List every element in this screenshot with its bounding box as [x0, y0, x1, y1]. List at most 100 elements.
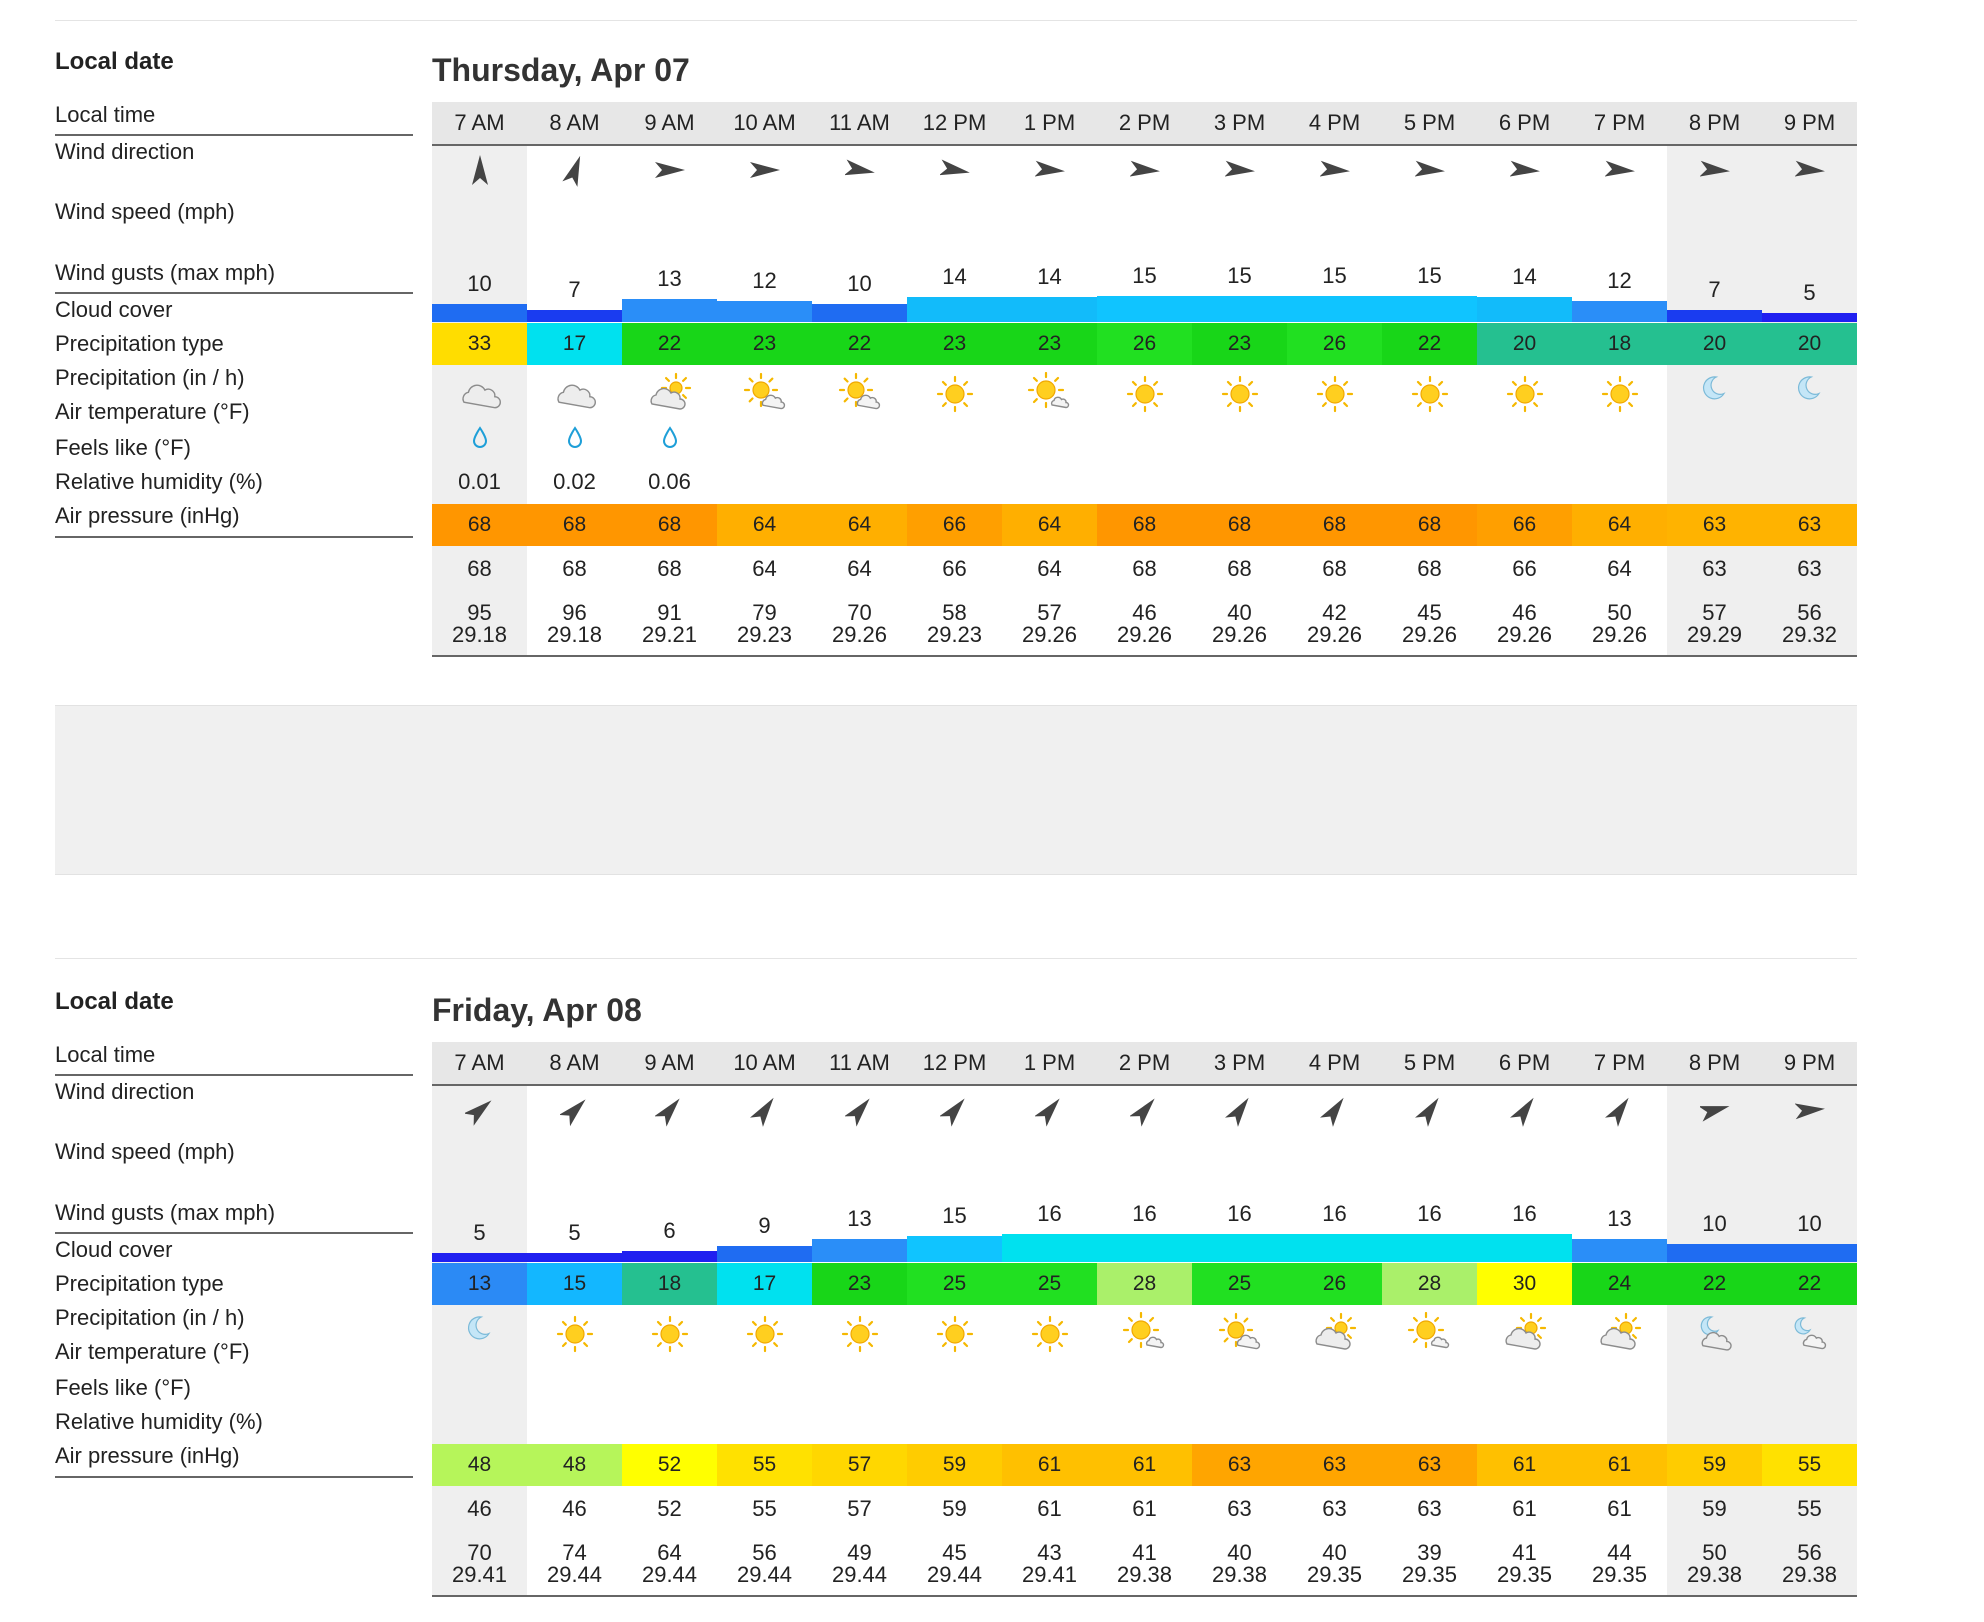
humidity-cell: 56 [1797, 600, 1822, 625]
feels-like-cell: 46 [467, 1496, 492, 1521]
wind-speed-value: 5 [568, 1220, 581, 1245]
precip-label: Precipitation (in / h) [55, 365, 245, 390]
precipitation-type-cell [1192, 420, 1287, 458]
wind-speed-bar [1572, 301, 1667, 322]
top-rule [55, 20, 1857, 21]
wind-direction-arrow-icon [1097, 152, 1192, 192]
hour-column: 12 PM 14 23 66 66 58 29.23 [907, 102, 1002, 657]
sun-icon [622, 1312, 717, 1356]
humidity-cell: 43 [1037, 1540, 1062, 1565]
sun-small-cloud-icon [1382, 1312, 1477, 1356]
precipitation-type-cell [1667, 420, 1762, 458]
wind-gust-cell: 17 [527, 323, 622, 365]
precipitation-type-cell [1572, 1360, 1667, 1398]
air-pressure-cell: 29.23 [926, 622, 983, 647]
precipitation-amount-cell: 0.02 [553, 469, 596, 494]
wind-speed-bar [907, 1236, 1002, 1262]
precipitation-type-cell [1287, 420, 1382, 458]
feels-like-cell: 68 [562, 556, 587, 581]
hour-column: 7 PM 12 18 64 64 50 29.26 [1572, 102, 1667, 657]
moon-small-cloud-icon [1762, 1312, 1857, 1356]
wind-speed-cell: 16 [1382, 1152, 1477, 1262]
humidity-cell: 96 [562, 600, 587, 625]
hour-column: 3 PM 15 23 68 68 40 29.26 [1192, 102, 1287, 657]
wind-gust-cell: 30 [1477, 1263, 1572, 1305]
air-temperature-cell: 66 [1477, 504, 1572, 546]
cloudy-sun-icon [1477, 1312, 1572, 1356]
wind-speed-bar [1667, 310, 1762, 322]
wind-speed-value: 14 [1037, 264, 1062, 289]
hour-column: 9 PM 5 20 63 63 56 29.32 [1762, 102, 1857, 657]
wind-gust-cell: 25 [907, 1263, 1002, 1305]
wind-gust-cell: 15 [527, 1263, 622, 1305]
precipitation-type-cell [1192, 1360, 1287, 1398]
air-temperature-cell: 63 [1762, 504, 1857, 546]
precipitation-amount-cell [1287, 1402, 1382, 1442]
hour-column: 10 AM 9 17 55 55 56 29.44 [717, 1042, 812, 1597]
wind-speed-value: 10 [1702, 1211, 1727, 1236]
wind-speed-bar [812, 304, 907, 322]
precipitation-amount-cell [1572, 1402, 1667, 1442]
sun-icon [1287, 372, 1382, 416]
precipitation-amount-cell [1762, 1402, 1857, 1442]
humidity-cell: 95 [467, 600, 492, 625]
wind-speed-value: 5 [1803, 280, 1816, 305]
air-pressure-cell: 29.29 [1686, 622, 1743, 647]
air-pressure-cell: 29.35 [1496, 1562, 1553, 1587]
precipitation-amount-cell [1097, 462, 1192, 502]
wind-gust-cell: 25 [1002, 1263, 1097, 1305]
feels-like-cell: 63 [1797, 556, 1822, 581]
wind-direction-arrow-icon [907, 1092, 1002, 1132]
local-time-cell: 8 AM [527, 1042, 622, 1086]
humidity-cell: 46 [1512, 600, 1537, 625]
wind-speed-cell: 15 [907, 1152, 1002, 1262]
humidity-cell: 40 [1227, 600, 1252, 625]
air-pressure-cell: 29.41 [451, 1562, 508, 1587]
precipitation-amount-cell [1572, 462, 1667, 502]
wind-speed-bar [1287, 296, 1382, 322]
wind-direction-arrow-icon [527, 152, 622, 192]
humidity-cell: 50 [1702, 1540, 1727, 1565]
wind-speed-value: 9 [758, 1213, 771, 1238]
wind-direction-arrow-icon [622, 152, 717, 192]
air-temperature-cell: 68 [1382, 504, 1477, 546]
wind-direction-arrow-icon [812, 152, 907, 192]
precipitation-amount-cell [622, 1402, 717, 1442]
humidity-cell: 57 [1702, 600, 1727, 625]
wind-gust-cell: 23 [1192, 323, 1287, 365]
humidity-cell: 50 [1607, 600, 1632, 625]
precipitation-amount-cell [1192, 1402, 1287, 1442]
hour-column: 8 PM 10 22 59 59 50 29.38 [1667, 1042, 1762, 1597]
wind-speed-value: 16 [1227, 1201, 1252, 1226]
air-pressure-cell: 29.44 [926, 1562, 983, 1587]
local-time-cell: 7 PM [1572, 1042, 1667, 1086]
precipitation-amount-cell [717, 462, 812, 502]
feels-like-cell: 52 [657, 1496, 682, 1521]
local-time-cell: 12 PM [907, 1042, 1002, 1086]
local-time-cell: 12 PM [907, 102, 1002, 146]
sun-icon [812, 1312, 907, 1356]
air-temperature-cell: 68 [527, 504, 622, 546]
feels-like-cell: 59 [942, 1496, 967, 1521]
wind-gust-cell: 22 [1762, 1263, 1857, 1305]
precipitation-amount-cell [1477, 1402, 1572, 1442]
precipitation-amount-cell [1287, 462, 1382, 502]
wind-direction-arrow-icon [1287, 152, 1382, 192]
wind-gust-cell: 28 [1097, 1263, 1192, 1305]
local-time-cell: 6 PM [1477, 1042, 1572, 1086]
humidity-cell: 46 [1132, 600, 1157, 625]
wind-direction-arrow-icon [717, 152, 812, 192]
precip-type-label: Precipitation type [55, 1271, 224, 1296]
wind-gust-cell: 23 [1002, 323, 1097, 365]
wind-speed-value: 16 [1322, 1201, 1347, 1226]
local-time-cell: 1 PM [1002, 1042, 1097, 1086]
local-time-cell: 11 AM [812, 102, 907, 146]
feels-like-cell: 63 [1417, 1496, 1442, 1521]
wind-direction-arrow-icon [1002, 1092, 1097, 1132]
wind-direction-arrow-icon [1762, 152, 1857, 192]
sun-icon [1192, 372, 1287, 416]
humidity-cell: 41 [1132, 1540, 1157, 1565]
wind-speed-value: 7 [568, 277, 581, 302]
air-pressure-cell: 29.23 [736, 622, 793, 647]
local-time-label: Local time [55, 102, 156, 127]
